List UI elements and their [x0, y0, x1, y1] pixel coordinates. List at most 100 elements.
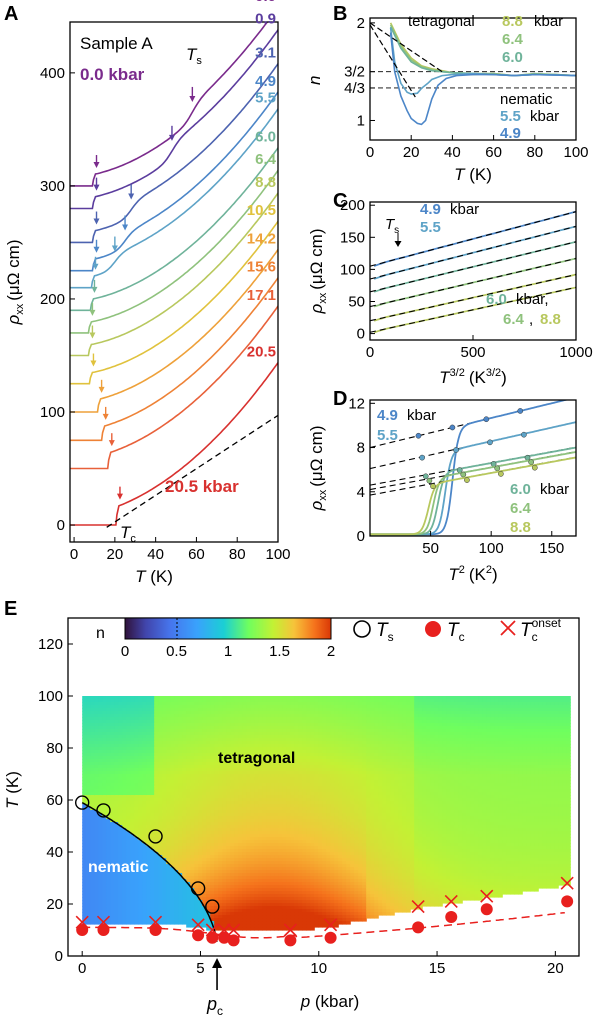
heatmap-cell	[102, 714, 107, 718]
heatmap-cell	[98, 900, 103, 904]
heatmap-cell	[314, 717, 319, 721]
heatmap-cell	[118, 747, 123, 751]
heatmap-cell	[174, 759, 179, 763]
heatmap-cell	[246, 768, 251, 772]
heatmap-cell	[286, 708, 291, 712]
heatmap-cell	[106, 819, 111, 823]
heatmap-cell	[82, 915, 87, 919]
heatmap-cell	[166, 825, 171, 829]
heatmap-cell	[178, 843, 183, 847]
heatmap-cell	[230, 831, 235, 835]
heatmap-cell	[182, 765, 187, 769]
heatmap-cell	[194, 885, 199, 889]
heatmap-cell	[302, 732, 307, 736]
heatmap-cell	[206, 753, 211, 757]
heatmap-cell	[102, 894, 107, 898]
heatmap-cell	[142, 804, 147, 808]
heatmap-cell	[254, 756, 259, 760]
heatmap-cell	[278, 711, 283, 715]
heatmap-cell	[210, 840, 215, 844]
panel-c-ts-label: Ts	[385, 216, 399, 236]
heatmap-cell	[286, 702, 291, 706]
heatmap-cell	[82, 717, 87, 721]
heatmap-cell	[130, 711, 135, 715]
heatmap-cell	[286, 696, 291, 700]
heatmap-cell	[98, 861, 103, 865]
heatmap-cell	[182, 750, 187, 754]
heatmap-cell	[286, 744, 291, 748]
heatmap-cell	[290, 921, 295, 925]
heatmap-cell	[222, 696, 227, 700]
heatmap-cell	[210, 810, 215, 814]
heatmap-cell	[274, 849, 279, 853]
heatmap-cell	[286, 813, 291, 817]
heatmap-cell	[214, 873, 219, 877]
heatmap-cell	[142, 720, 147, 724]
heatmap-cell	[258, 801, 263, 805]
heatmap-cell	[118, 780, 123, 784]
heatmap-cell	[90, 768, 95, 772]
heatmap-cell	[118, 720, 123, 724]
heatmap-cell	[82, 831, 87, 835]
heatmap-cell	[270, 771, 275, 775]
heatmap-cell	[150, 714, 155, 718]
heatmap-cell	[270, 915, 275, 919]
heatmap-cell	[318, 780, 323, 784]
panel-c-curve-extra	[373, 286, 576, 334]
heatmap-cell	[106, 858, 111, 862]
heatmap-cell	[306, 801, 311, 805]
heatmap-cell	[274, 741, 279, 745]
heatmap-cell	[310, 894, 315, 898]
heatmap-cell	[162, 897, 167, 901]
heatmap-cell	[174, 708, 179, 712]
heatmap-cell	[98, 726, 103, 730]
heatmap-cell	[134, 915, 139, 919]
heatmap-cell	[290, 798, 295, 802]
heatmap-cell	[202, 867, 207, 871]
x-tick-label: 40	[147, 546, 164, 563]
heatmap-cell	[166, 900, 171, 904]
heatmap-cell	[306, 924, 311, 928]
heatmap-cell	[322, 903, 327, 907]
heatmap-cell	[86, 723, 91, 727]
heatmap-cell	[270, 891, 275, 895]
heatmap-cell	[246, 780, 251, 784]
heatmap-cell	[142, 870, 147, 874]
heatmap-cell	[118, 714, 123, 718]
heatmap-cell	[82, 768, 87, 772]
heatmap-cell	[242, 861, 247, 865]
heatmap-cell	[210, 792, 215, 796]
heatmap-cell	[254, 783, 259, 787]
heatmap-cell	[110, 780, 115, 784]
heatmap-cell	[270, 756, 275, 760]
heatmap-cell	[310, 780, 315, 784]
heatmap-cell	[282, 834, 287, 838]
heatmap-cell	[118, 762, 123, 766]
heatmap-cell	[202, 813, 207, 817]
heatmap-cell	[146, 822, 151, 826]
heatmap-cell	[174, 744, 179, 748]
heatmap-cell	[226, 723, 231, 727]
heatmap-cell	[150, 849, 155, 853]
heatmap-cell	[242, 813, 247, 817]
panel-d-point	[494, 465, 501, 472]
heatmap-cell	[146, 864, 151, 868]
heatmap-cell	[266, 786, 271, 790]
heatmap-cell	[294, 762, 299, 766]
heatmap-cell	[170, 750, 175, 754]
heatmap-cell	[250, 795, 255, 799]
heatmap-cell	[102, 906, 107, 910]
heatmap-cell	[206, 774, 211, 778]
heatmap-cell	[254, 807, 259, 811]
heatmap-cell	[174, 762, 179, 766]
heatmap-cell	[194, 795, 199, 799]
heatmap-cell	[126, 702, 131, 706]
heatmap-cell	[294, 924, 299, 928]
heatmap-cell	[242, 738, 247, 742]
heatmap-cell	[186, 702, 191, 706]
heatmap-cell	[114, 762, 119, 766]
heatmap-cell	[166, 738, 171, 742]
heatmap-cell	[98, 735, 103, 739]
heatmap-cell	[206, 807, 211, 811]
heatmap-cell	[190, 768, 195, 772]
